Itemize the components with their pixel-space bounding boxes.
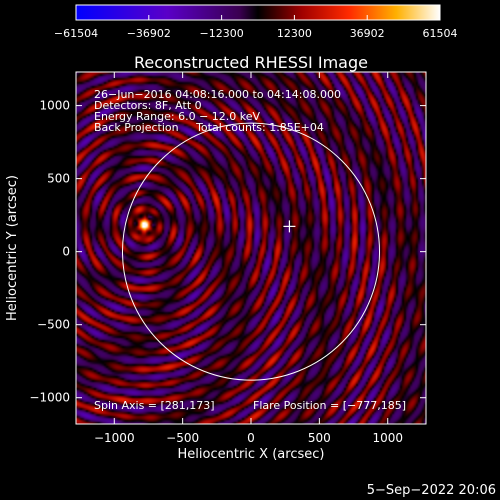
y-axis-label: Heliocentric Y (arcsec)	[5, 175, 20, 321]
colorbar-tick-label: 61504	[423, 27, 458, 40]
colorbar-tick-label: −36902	[127, 27, 171, 40]
info-line-detectors: Detectors: 8F, Att 0	[94, 99, 202, 112]
timestamp: 5−Sep−2022 20:06	[367, 483, 496, 498]
info-line-time: 26−Jun−2016 04:08:16.000 to 04:14:08.000	[94, 88, 341, 101]
x-axis-ticks: −1000 −500 0 500 1000	[94, 72, 403, 445]
y-tick-label: −500	[37, 318, 70, 332]
x-tick-label: 500	[308, 431, 331, 445]
reconstructed-image	[76, 72, 426, 424]
info-line-energy: Energy Range: 6.0 − 12.0 keV	[94, 110, 261, 123]
colorbar-tick-label: −12300	[199, 27, 243, 40]
spin-axis-marker	[283, 220, 296, 233]
chart-title: Reconstructed RHESSI Image	[134, 53, 368, 72]
y-tick-label: 500	[47, 172, 70, 186]
y-tick-label: 0	[62, 245, 70, 259]
flare-position-label: Flare Position = [−777,185]	[253, 399, 406, 412]
colorbar	[76, 5, 440, 20]
colorbar-tick-label: 36902	[350, 27, 385, 40]
y-tick-label: −1000	[29, 391, 70, 405]
colorbar-frame	[75, 4, 441, 21]
colorbar-ticks: −61504 −36902 −12300 12300 36902 61504	[54, 15, 458, 40]
solar-limb-circle	[121, 122, 381, 381]
x-axis-label: Heliocentric X (arcsec)	[178, 447, 325, 462]
image-area	[76, 72, 426, 424]
x-tick-label: 0	[247, 431, 255, 445]
spin-axis-label: Spin Axis = [281,173]	[94, 399, 215, 412]
colorbar-tick-label: 12300	[277, 27, 312, 40]
info-line-method: Back Projection Total counts: 1.85E+04	[94, 121, 324, 134]
y-axis-ticks: −1000 −500 0 500 1000	[29, 99, 426, 405]
info-block: 26−Jun−2016 04:08:16.000 to 04:14:08.000…	[94, 88, 341, 134]
y-tick-label: 1000	[39, 99, 70, 113]
colorbar-tick-label: −61504	[54, 27, 98, 40]
x-tick-label: 1000	[372, 431, 403, 445]
x-tick-label: −500	[166, 431, 199, 445]
x-tick-label: −1000	[94, 431, 135, 445]
